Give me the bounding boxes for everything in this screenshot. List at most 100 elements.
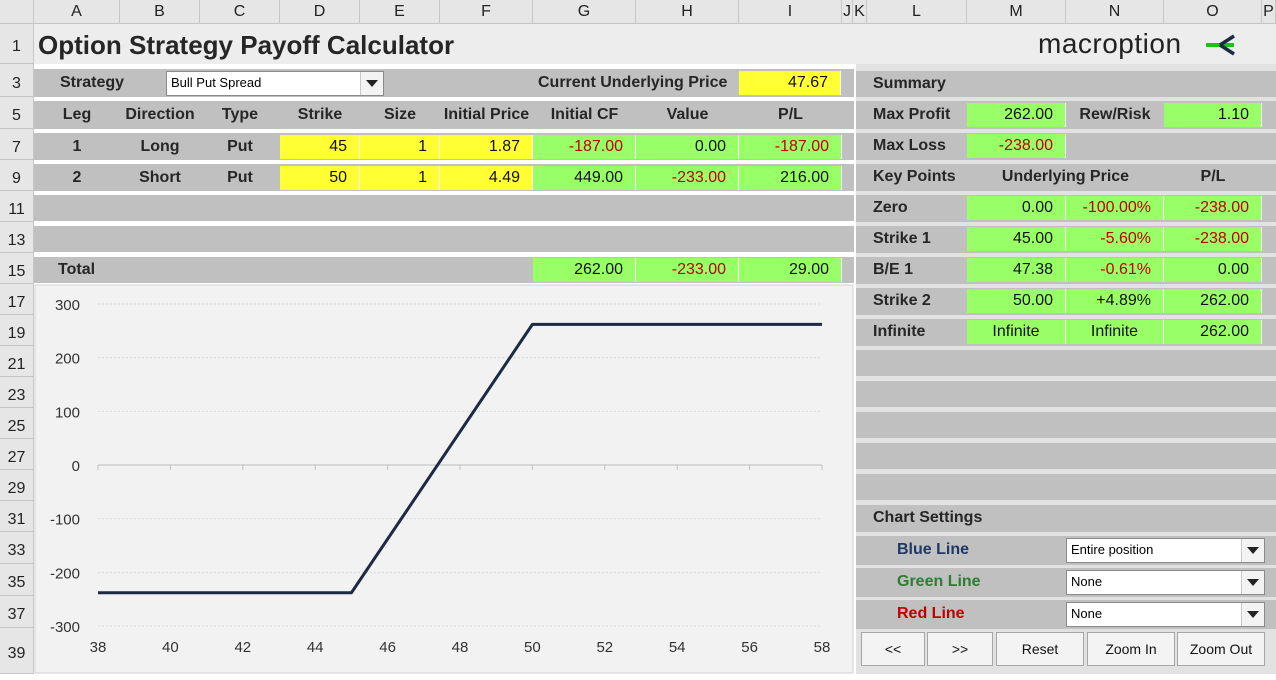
chart-setting-value: None xyxy=(1071,606,1103,621)
right-empty-27 xyxy=(856,443,1276,469)
logo-mark-icon xyxy=(1206,34,1235,56)
row-header[interactable]: 7 xyxy=(0,129,34,160)
leg-type: Put xyxy=(227,169,253,186)
row-header[interactable]: 35 xyxy=(0,564,34,596)
row-header[interactable]: 11 xyxy=(0,191,34,222)
summary-label: Summary xyxy=(873,75,946,92)
row-header[interactable]: 23 xyxy=(0,377,34,408)
column-header[interactable]: J xyxy=(842,0,853,24)
chart-setting-label: Blue Line xyxy=(897,541,970,558)
row-header[interactable]: 1 xyxy=(0,24,34,64)
column-header[interactable]: M xyxy=(967,0,1066,24)
strategy-dropdown[interactable]: Bull Put Spread xyxy=(166,71,384,96)
strategy-label: Strategy xyxy=(60,74,125,91)
key-point-pl: 262.00 xyxy=(1164,320,1262,344)
column-header[interactable]: K xyxy=(853,0,867,24)
x-tick-label: 44 xyxy=(307,639,324,656)
chart-setting-dropdown[interactable]: Entire position xyxy=(1066,538,1265,563)
column-header[interactable]: B xyxy=(120,0,200,24)
chevron-down-icon[interactable] xyxy=(1241,603,1264,626)
strategy-value: Bull Put Spread xyxy=(171,75,262,90)
reset-button[interactable]: Reset xyxy=(996,632,1084,666)
next-button[interactable]: >> xyxy=(927,632,993,666)
key-point-label: Strike 1 xyxy=(873,230,931,247)
chevron-down-icon[interactable] xyxy=(1241,539,1264,562)
column-header[interactable]: G xyxy=(533,0,636,24)
key-point-pct: -5.60% xyxy=(1066,227,1164,251)
corner-cell[interactable] xyxy=(0,0,34,24)
row-header[interactable]: 25 xyxy=(0,408,34,439)
y-tick-label: -100 xyxy=(50,512,80,529)
col-leg: Leg xyxy=(62,106,92,123)
x-tick-label: 56 xyxy=(741,639,758,656)
chart-setting-value: None xyxy=(1071,574,1103,589)
row-header[interactable]: 37 xyxy=(0,596,34,628)
leg-size-input[interactable]: 1 xyxy=(360,135,440,159)
column-header[interactable]: C xyxy=(200,0,280,24)
total-pl: 29.00 xyxy=(739,258,842,282)
chart-setting-dropdown[interactable]: None xyxy=(1066,570,1265,595)
max-loss-label: Max Loss xyxy=(873,137,946,154)
key-point-label: Infinite xyxy=(873,323,926,340)
chevron-down-icon[interactable] xyxy=(1241,571,1264,594)
x-tick-label: 58 xyxy=(814,639,831,656)
key-points-label: Key Points xyxy=(873,168,956,185)
row-header[interactable]: 17 xyxy=(0,284,34,315)
row-header[interactable]: 9 xyxy=(0,160,34,191)
rew-risk-value: 1.10 xyxy=(1164,103,1262,127)
key-point-pl: -238.00 xyxy=(1164,227,1262,251)
column-header[interactable]: D xyxy=(280,0,360,24)
zoom-out-button[interactable]: Zoom Out xyxy=(1177,632,1265,666)
row-header[interactable]: 31 xyxy=(0,501,34,532)
x-tick-label: 42 xyxy=(234,639,251,656)
col-initial-price: Initial Price xyxy=(443,106,530,123)
column-header[interactable]: N xyxy=(1066,0,1164,24)
column-header[interactable]: P xyxy=(1262,0,1276,24)
legs-header-row xyxy=(34,101,854,129)
leg-strike-input[interactable]: 50 xyxy=(280,166,360,190)
chart-plot-area xyxy=(34,284,854,674)
row-header[interactable]: 29 xyxy=(0,470,34,501)
leg-initial-price-input[interactable]: 1.87 xyxy=(440,135,533,159)
column-header[interactable]: F xyxy=(440,0,533,24)
col-pl: P/L xyxy=(778,106,803,123)
y-tick-label: -300 xyxy=(50,619,80,636)
y-tick-label: -200 xyxy=(50,565,80,582)
x-tick-label: 54 xyxy=(669,639,686,656)
row-header[interactable]: 39 xyxy=(0,628,34,674)
column-header[interactable]: H xyxy=(636,0,739,24)
column-header[interactable]: E xyxy=(360,0,440,24)
row-header[interactable]: 5 xyxy=(0,97,34,129)
kp-pl-label: P/L xyxy=(1200,168,1226,185)
row-header[interactable]: 21 xyxy=(0,346,34,377)
x-tick-label: 48 xyxy=(452,639,469,656)
column-header[interactable]: A xyxy=(34,0,120,24)
row-header[interactable]: 19 xyxy=(0,315,34,346)
column-header[interactable]: I xyxy=(739,0,842,24)
row-header[interactable]: 15 xyxy=(0,253,34,284)
leg-size-input[interactable]: 1 xyxy=(360,166,440,190)
underlying-price-input[interactable]: 47.67 xyxy=(739,71,841,95)
chart-setting-dropdown[interactable]: None xyxy=(1066,602,1265,627)
row-header[interactable]: 3 xyxy=(0,64,34,97)
x-tick-label: 52 xyxy=(596,639,613,656)
col-strike: Strike xyxy=(297,106,343,123)
summary-header xyxy=(856,71,1276,97)
leg-direction: Long xyxy=(140,138,180,155)
col-type: Type xyxy=(221,106,259,123)
key-point-pl: 0.00 xyxy=(1164,258,1262,282)
leg-strike-input[interactable]: 45 xyxy=(280,135,360,159)
chevron-down-icon[interactable] xyxy=(360,72,383,95)
leg-initial-price-input[interactable]: 4.49 xyxy=(440,166,533,190)
row-header[interactable]: 33 xyxy=(0,532,34,564)
prev-button[interactable]: << xyxy=(861,632,925,666)
key-point-price: 45.00 xyxy=(967,227,1066,251)
column-header[interactable]: O xyxy=(1164,0,1262,24)
column-header[interactable]: L xyxy=(867,0,967,24)
zoom-in-button[interactable]: Zoom In xyxy=(1087,632,1175,666)
right-empty-29 xyxy=(856,474,1276,500)
row-header[interactable]: 27 xyxy=(0,439,34,470)
max-profit-value: 262.00 xyxy=(967,103,1066,127)
row-header[interactable]: 13 xyxy=(0,222,34,253)
key-point-pct: -0.61% xyxy=(1066,258,1164,282)
